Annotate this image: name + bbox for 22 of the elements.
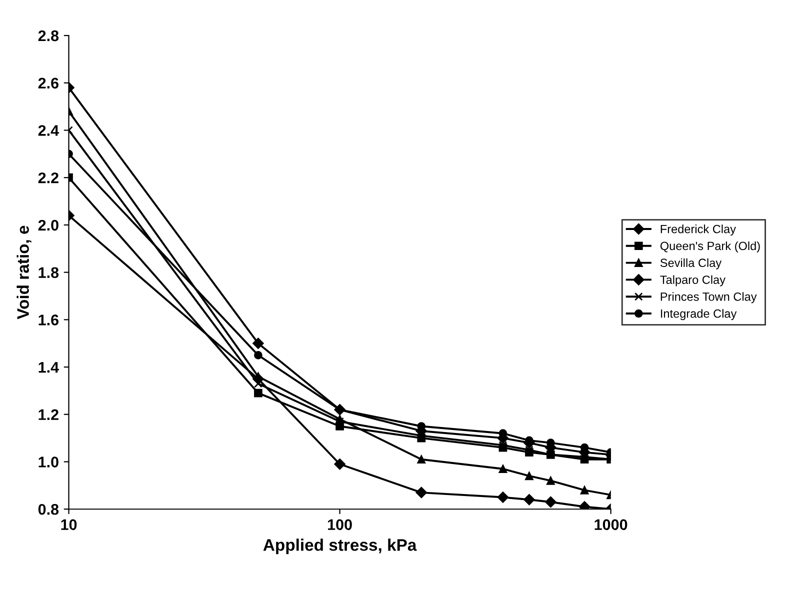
y-axis-title: Void ratio, e — [16, 226, 32, 320]
y-tick-label: 2.8 — [38, 30, 59, 42]
legend-label: Integrade Clay — [660, 309, 737, 320]
legend-label: Sevilla Clay — [660, 258, 722, 270]
y-tick-label: 1.2 — [38, 409, 58, 420]
y-tick-label: 1.8 — [38, 267, 59, 278]
x-tick-label: 100 — [328, 519, 352, 530]
y-tick-label: 2.4 — [38, 125, 59, 136]
x-tick-label: 10 — [61, 519, 77, 530]
y-tick-label: 1.6 — [38, 314, 58, 326]
legend-label: Queen's Park (Old) — [660, 241, 760, 252]
y-tick-label: 2.0 — [38, 220, 58, 231]
y-tick-label: 2.6 — [38, 78, 58, 89]
legend-label: Talparo Clay — [660, 275, 726, 286]
legend-label: Frederick Clay — [660, 224, 736, 236]
y-tick-label: 0.8 — [38, 504, 59, 515]
y-tick-label: 2.2 — [38, 172, 58, 184]
y-tick-label: 1.4 — [38, 362, 59, 373]
y-tick-label: 1.0 — [38, 456, 58, 468]
legend-label: Princes Town Clay — [660, 292, 757, 304]
x-tick-label: 1000 — [594, 519, 628, 530]
x-axis-title: Applied stress, kPa — [263, 538, 417, 554]
